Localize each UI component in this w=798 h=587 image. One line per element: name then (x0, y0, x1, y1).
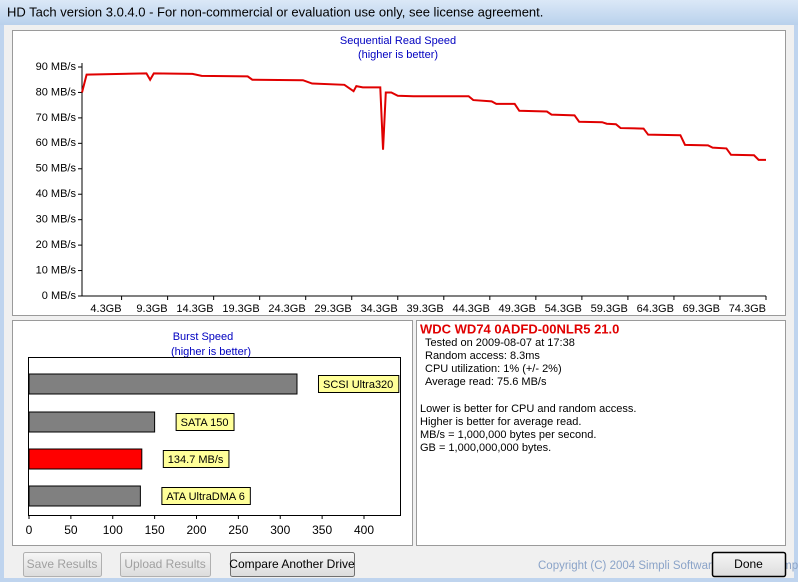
bar-label: SCSI Ultra320 (317, 375, 400, 393)
bar-label: SATA 150 (175, 413, 235, 431)
bar (28, 411, 156, 433)
x-tick-label: 34.3GB (360, 303, 397, 315)
chart-subtitle: (higher is better) (358, 49, 438, 61)
y-tick-label: 60 MB/s (36, 137, 77, 149)
button-label: Save Results (27, 557, 98, 571)
info-panel (416, 320, 786, 546)
bar-label-box (162, 450, 230, 468)
button-label: Compare Another Drive (229, 557, 355, 571)
bar-label-box (175, 413, 235, 431)
x-tick-label: 64.3GB (637, 303, 674, 315)
button[interactable]: Compare Another Drive (229, 552, 355, 577)
x-tick-label: 49.3GB (499, 303, 536, 315)
x-tick-label: 250 (228, 523, 248, 537)
x-tick-label: 74.3GB (729, 303, 766, 315)
x-tick-label: 350 (312, 523, 332, 537)
y-tick-label: 10 MB/s (36, 264, 77, 276)
y-tick-label: 20 MB/s (36, 239, 77, 251)
bar (28, 485, 141, 507)
x-tick-label: 14.3GB (176, 303, 213, 315)
bar-label-text: SATA 150 (181, 417, 229, 429)
info-note: MB/s = 1,000,000 bytes per second. (420, 429, 596, 441)
bar-label: 134.7 MB/s (162, 450, 230, 468)
y-tick-label: 70 MB/s (36, 112, 77, 124)
x-tick-label: 50 (64, 523, 78, 537)
chart-title: Sequential Read Speed (340, 35, 456, 47)
x-tick-label: 59.3GB (591, 303, 628, 315)
y-tick-label: 0 MB/s (42, 290, 77, 302)
info-line: CPU utilization: 1% (+/- 2%) (425, 363, 562, 375)
x-tick-label: 0 (26, 523, 33, 537)
info-line: Random access: 8.3ms (425, 350, 540, 362)
x-tick-label: 24.3GB (268, 303, 305, 315)
x-tick-label: 19.3GB (222, 303, 259, 315)
info-line: Average read: 75.6 MB/s (425, 376, 547, 388)
x-tick-label: 44.3GB (453, 303, 490, 315)
button-label: Upload Results (124, 557, 205, 571)
x-tick-label: 39.3GB (406, 303, 443, 315)
bar-label-text: SCSI Ultra320 (323, 379, 393, 391)
y-tick-label: 90 MB/s (36, 61, 77, 73)
info-note: Higher is better for average read. (420, 416, 581, 428)
seq-panel (12, 30, 786, 316)
y-tick-label: 80 MB/s (36, 86, 77, 98)
info-note: GB = 1,000,000,000 bytes. (420, 442, 551, 454)
button-label: Done (734, 557, 763, 571)
button[interactable]: Done (711, 551, 787, 578)
bar (28, 373, 298, 395)
y-tick-label: 50 MB/s (36, 163, 77, 175)
chart-subtitle: (higher is better) (171, 346, 251, 358)
title-bar (0, 0, 798, 25)
info-line: Tested on 2009-08-07 at 17:38 (425, 337, 575, 349)
bar-label-text: 134.7 MB/s (168, 454, 224, 466)
x-tick-label: 100 (103, 523, 123, 537)
x-tick-label: 54.3GB (545, 303, 582, 315)
info-note: Lower is better for CPU and random acces… (420, 403, 636, 415)
x-tick-label: 69.3GB (683, 303, 720, 315)
drive-name: WDC WD74 0ADFD-00NLR5 21.0 (420, 321, 619, 336)
data-line (81, 72, 766, 161)
button-face (23, 552, 102, 577)
bar-label-text: ATA UltraDMA 6 (166, 491, 244, 503)
button-row: Save Results Upload Results Compare Anothe… (23, 551, 787, 578)
x-tick-label: 200 (186, 523, 206, 537)
button: Save Results (23, 552, 102, 577)
x-tick-label: 400 (354, 523, 374, 537)
button-face (711, 551, 787, 578)
button-face (230, 552, 355, 577)
bar-label-box (317, 375, 400, 393)
button-face (120, 552, 211, 577)
bar-label: ATA UltraDMA 6 (161, 487, 251, 505)
x-tick-label: 300 (270, 523, 290, 537)
y-tick-label: 30 MB/s (36, 214, 77, 226)
y-tick-label: 40 MB/s (36, 188, 77, 200)
bar-label-box (161, 487, 251, 505)
x-tick-label: 150 (145, 523, 165, 537)
x-tick-label: 29.3GB (314, 303, 351, 315)
button: Upload Results (120, 552, 211, 577)
chart-title: Burst Speed (173, 331, 234, 343)
window-title: HD Tach version 3.0.4.0 - For non-commer… (7, 4, 543, 19)
x-tick-label: 4.3GB (90, 303, 121, 315)
x-tick-label: 9.3GB (136, 303, 167, 315)
bar (28, 448, 143, 470)
